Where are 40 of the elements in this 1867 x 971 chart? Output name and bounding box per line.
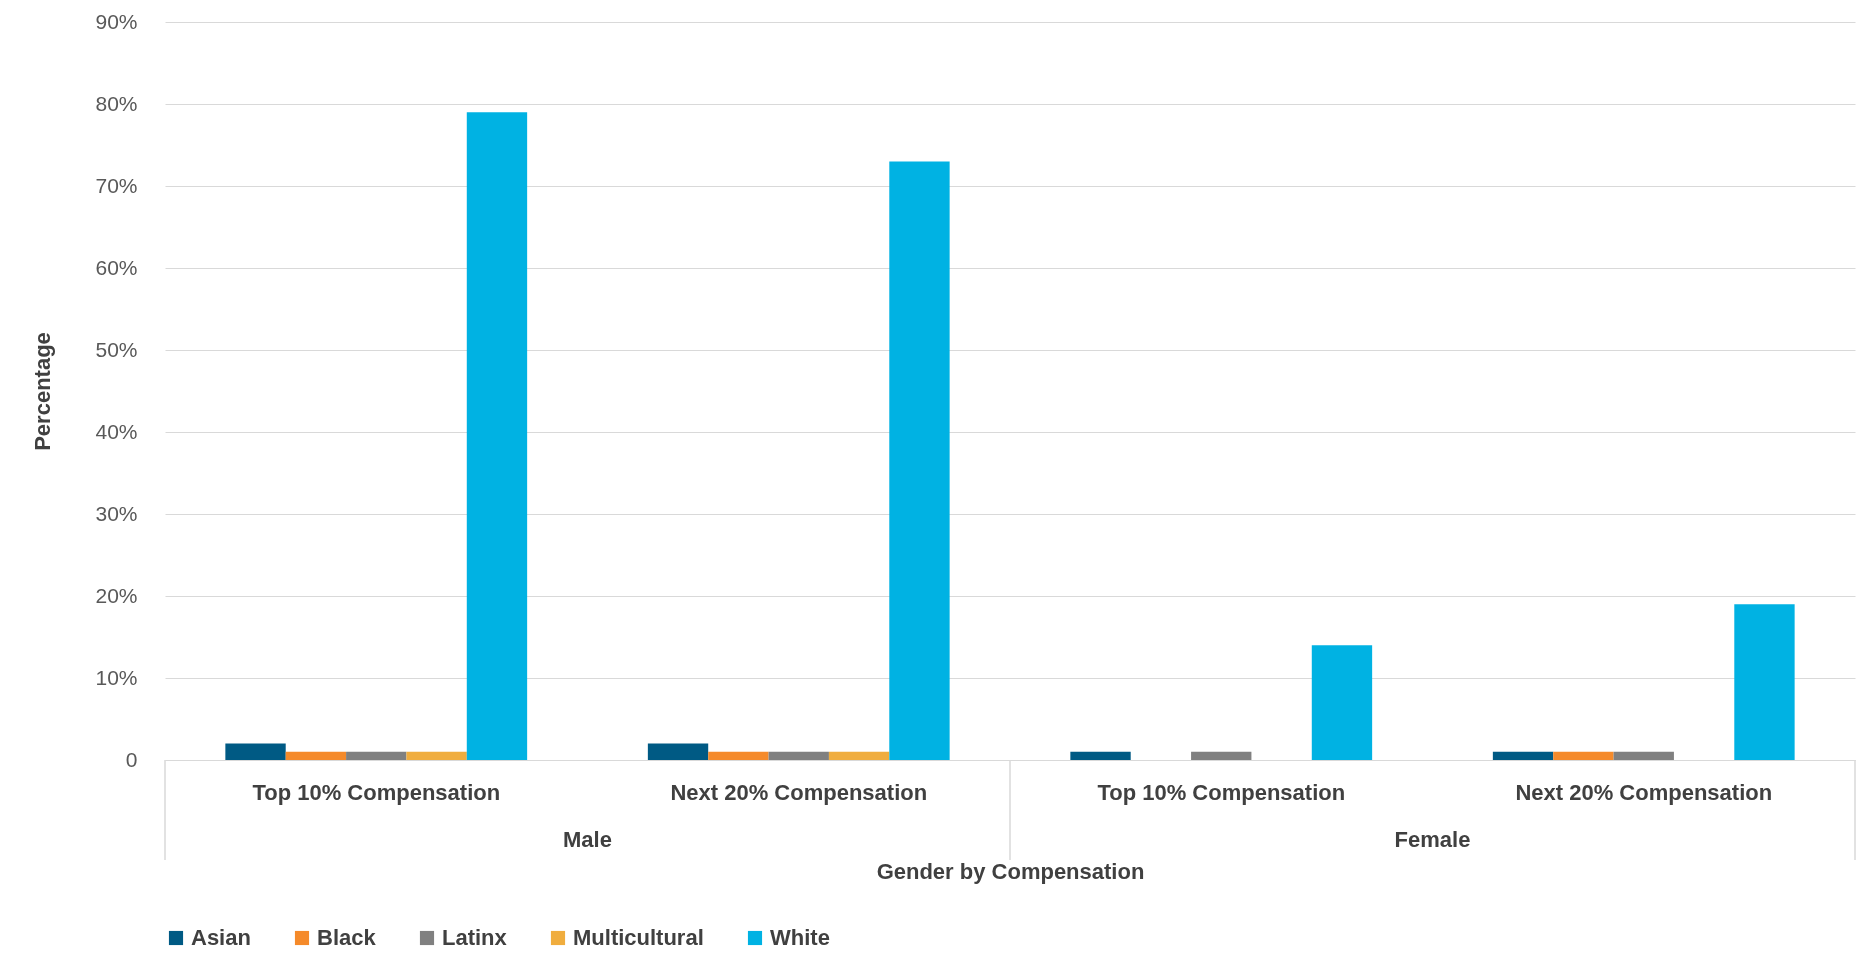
bar: [708, 751, 769, 760]
y-tick-label: 20%: [95, 583, 138, 607]
text: Female: [1394, 827, 1471, 852]
y-tick-label: 70%: [95, 173, 138, 197]
y-tick-label: 10%: [95, 665, 138, 689]
bar: [406, 751, 467, 760]
legend-label: Latinx: [442, 925, 508, 950]
bar: [1613, 751, 1674, 760]
legend-label: Black: [317, 925, 377, 950]
y-tick-label: 60%: [95, 255, 138, 279]
bar: [889, 161, 950, 760]
bar: [466, 112, 528, 760]
bar: [1311, 645, 1373, 760]
y-axis-title: Percentage: [30, 332, 56, 451]
legend-label: Asian: [191, 925, 251, 950]
x-tick-label: Top 10% Compensation: [1097, 779, 1346, 805]
y-tick-label: 0: [125, 747, 138, 771]
y-tick-label: 80%: [95, 91, 138, 115]
bar: [225, 743, 286, 760]
bar: [828, 751, 890, 760]
legend-label: Multicultural: [573, 925, 704, 950]
y-tick-label: 40%: [95, 419, 138, 443]
x-tick-label: Next 20% Compensation: [670, 779, 928, 805]
text: Male: [563, 827, 612, 852]
y-tick-label: 90%: [95, 9, 138, 33]
x-axis-title: Gender by Compensation: [876, 858, 1145, 884]
bar: [1191, 751, 1252, 760]
bar: [285, 751, 347, 760]
bar: [768, 751, 829, 760]
bar: [1734, 604, 1795, 760]
bar: [346, 751, 407, 760]
y-tick-label: 50%: [95, 337, 138, 361]
bar: [647, 743, 709, 760]
x-tick-label: Next 20% Compensation: [1515, 779, 1773, 805]
bar: [1492, 751, 1554, 760]
bar: [1553, 751, 1614, 760]
legend-label: White: [770, 925, 830, 950]
bar: [1070, 751, 1131, 760]
x-tick-label: Top 10% Compensation: [252, 779, 501, 805]
y-tick-label: 30%: [95, 501, 138, 525]
